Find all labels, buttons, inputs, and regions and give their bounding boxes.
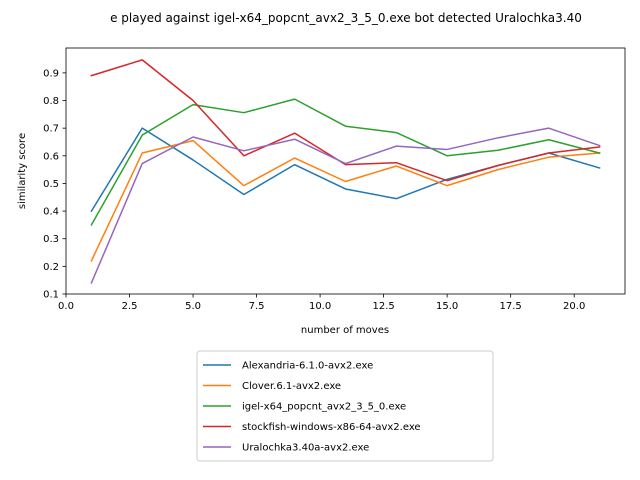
x-tick-label: 5.0 [185, 301, 201, 312]
x-tick-label: 10.0 [309, 301, 331, 312]
legend: Alexandria-6.1.0-avx2.exe Clover.6.1-avx2… [196, 350, 494, 462]
y-tick-label: 0.6 [43, 151, 59, 162]
y-tick-label: 0.1 [43, 290, 59, 301]
legend-label: Alexandria-6.1.0-avx2.exe [242, 361, 373, 372]
y-tick-label: 0.7 [43, 124, 59, 135]
legend-items: Alexandria-6.1.0-avx2.exe Clover.6.1-avx2… [203, 361, 421, 454]
y-axis-ticks: 0.1 0.2 0.3 0.4 0.5 0.6 0.7 0.8 0.9 [43, 68, 66, 301]
series-line-4 [90, 59, 601, 182]
x-tick-label: 15.0 [436, 301, 458, 312]
x-tick-label: 2.5 [122, 301, 138, 312]
series-line-1 [90, 127, 601, 213]
x-tick-label: 17.5 [500, 301, 522, 312]
x-tick-label: 12.5 [372, 301, 394, 312]
plot-frame [65, 47, 626, 295]
series-line-2 [90, 139, 601, 262]
y-tick-label: 0.8 [43, 96, 59, 107]
legend-label: stockfish-windows-x86-64-avx2.exe [242, 422, 421, 433]
legend-label: Uralochka3.40a-avx2.exe [242, 443, 369, 454]
plot-lines [90, 59, 601, 284]
legend-frame [196, 350, 494, 462]
x-axis-ticks: 0.0 2.5 5.0 7.5 10.0 12.5 15.0 17.5 20.0 [58, 294, 585, 312]
x-tick-label: 0.0 [58, 301, 74, 312]
legend-label: Clover.6.1-avx2.exe [242, 381, 341, 392]
chart-title: e played against igel-x64_popcnt_avx2_3_… [110, 11, 582, 25]
series-line-3 [90, 98, 601, 226]
y-tick-label: 0.5 [43, 179, 59, 190]
y-tick-label: 0.9 [43, 68, 59, 79]
y-tick-label: 0.2 [43, 262, 59, 273]
y-tick-label: 0.3 [43, 234, 59, 245]
x-tick-label: 7.5 [249, 301, 265, 312]
y-axis-label: similarity score [17, 133, 28, 209]
y-tick-label: 0.4 [43, 207, 59, 218]
legend-label: igel-x64_popcnt_avx2_3_5_0.exe [242, 402, 406, 413]
series-line-5 [90, 127, 601, 284]
x-tick-label: 20.0 [563, 301, 585, 312]
x-axis-label: number of moves [301, 325, 389, 336]
